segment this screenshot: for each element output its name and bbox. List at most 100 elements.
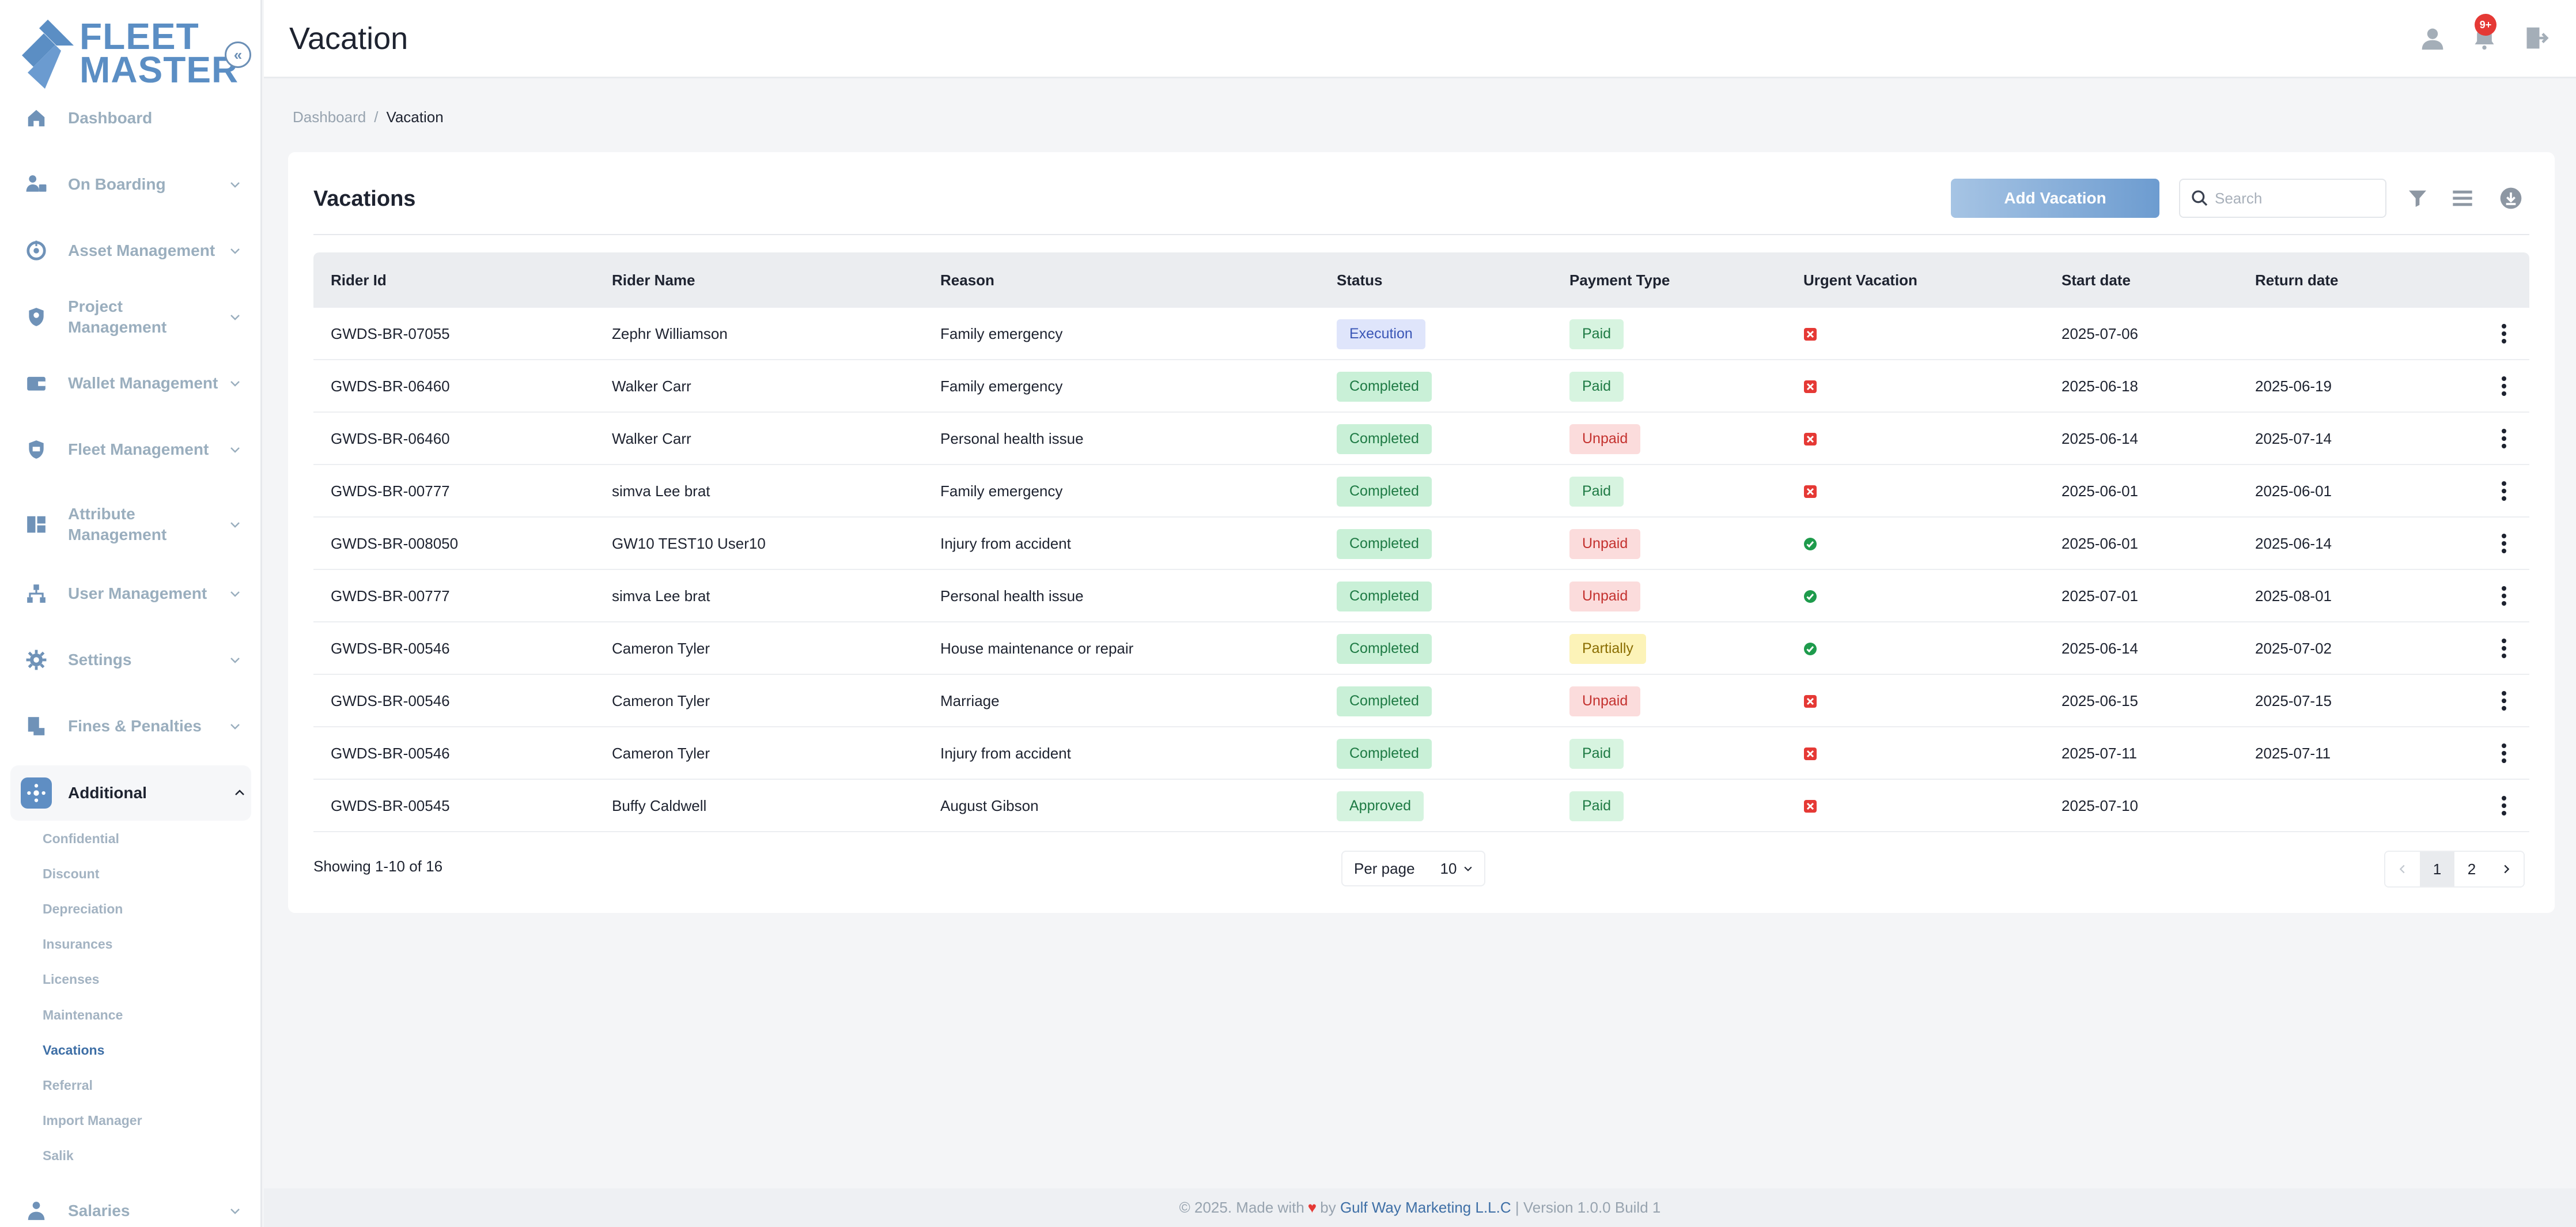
cell-reason: August Gibson [940, 797, 1039, 814]
more-vertical-icon [2502, 429, 2506, 448]
columns-button[interactable] [2449, 184, 2476, 212]
column-header-urgent-vacation[interactable]: Urgent Vacation [1803, 271, 1917, 289]
sidebar-item-project-management[interactable]: Project Management [21, 291, 247, 343]
sidebar-item-dashboard[interactable]: Dashboard [21, 92, 247, 144]
top-bar: Vacation [264, 0, 2576, 78]
page-button-1[interactable]: 1 [2420, 852, 2454, 886]
sidebar-subitem-salik[interactable]: Salik [43, 1148, 74, 1163]
payment-badge: Paid [1569, 319, 1624, 349]
row-actions-button[interactable] [2491, 425, 2517, 452]
logout-button[interactable] [2520, 22, 2552, 54]
sidebar-item-on-boarding[interactable]: On Boarding [21, 158, 247, 210]
column-header-reason[interactable]: Reason [940, 271, 994, 289]
next-page-button[interactable] [2489, 852, 2524, 886]
table-row[interactable]: GWDS-BR-00546 Cameron Tyler Injury from ac… [313, 727, 2529, 780]
breadcrumb-dashboard[interactable]: Dashboard [293, 108, 366, 126]
table-row[interactable]: GWDS-BR-00546 Cameron Tyler House maintena… [313, 622, 2529, 675]
sidebar-item-fleet-management[interactable]: Fleet Management [21, 424, 247, 475]
status-badge: Completed [1337, 528, 1432, 559]
row-actions-button[interactable] [2491, 688, 2517, 714]
heart-icon: ♥ [1307, 1199, 1317, 1216]
sidebar-item-salaries[interactable]: Salaries [21, 1185, 247, 1227]
column-header-rider-id[interactable]: Rider Id [331, 271, 387, 289]
status-badge: Completed [1337, 424, 1432, 454]
table-row[interactable]: GWDS-BR-06460 Walker Carr Family emergency… [313, 360, 2529, 413]
filter-button[interactable] [2404, 184, 2431, 212]
column-header-start-date[interactable]: Start date [2061, 271, 2131, 289]
more-vertical-icon [2502, 481, 2506, 501]
cell-urgent-vacation [1803, 465, 1817, 518]
fines-icon [21, 711, 52, 742]
sidebar-item-label: Project Management [68, 297, 167, 336]
table-body: GWDS-BR-07055 Zephr Williamson Family emer… [313, 308, 2529, 832]
cell-urgent-vacation [1803, 518, 1817, 570]
table-row[interactable]: GWDS-BR-00546 Cameron Tyler Marriage Comple… [313, 675, 2529, 727]
row-actions-button[interactable] [2491, 740, 2517, 767]
sidebar-item-settings[interactable]: Settings [21, 634, 247, 686]
logo[interactable]: FLEET MASTER [22, 17, 238, 92]
row-actions-button[interactable] [2491, 478, 2517, 504]
sidebar-collapse-button[interactable]: « [225, 41, 251, 68]
sidebar-subitem-maintenance[interactable]: Maintenance [43, 1007, 123, 1022]
row-actions-button[interactable] [2491, 792, 2517, 819]
search-input[interactable] [2215, 189, 2376, 207]
table-row[interactable]: GWDS-BR-06460 Walker Carr Personal health … [313, 413, 2529, 465]
column-header-payment-type[interactable]: Payment Type [1569, 271, 1670, 289]
sidebar-subitem-depreciation[interactable]: Depreciation [43, 901, 123, 916]
table-row[interactable]: GWDS-BR-00777 simva Lee brat Family emerge… [313, 465, 2529, 518]
row-actions-button[interactable] [2491, 530, 2517, 557]
gear-icon [21, 644, 52, 675]
add-vacation-button[interactable]: Add Vacation [1951, 179, 2159, 218]
download-button[interactable] [2497, 184, 2525, 212]
cell-start-date: 2025-07-11 [2061, 745, 2138, 762]
row-actions-button[interactable] [2491, 583, 2517, 609]
cell-start-date: 2025-07-01 [2061, 587, 2138, 605]
row-actions-button[interactable] [2491, 373, 2517, 399]
more-vertical-icon [2502, 639, 2506, 658]
cell-start-date: 2025-06-18 [2061, 377, 2138, 395]
previous-page-button[interactable] [2385, 852, 2420, 886]
column-header-return-date[interactable]: Return date [2255, 271, 2339, 289]
sidebar-item-attribute-management[interactable]: Attribute Management [21, 496, 247, 553]
status-badge: Completed [1337, 371, 1432, 402]
wallet-icon [21, 368, 52, 399]
table-row[interactable]: GWDS-BR-00777 simva Lee brat Personal heal… [313, 570, 2529, 622]
sidebar-subitem-confidential[interactable]: Confidential [43, 831, 119, 846]
sidebar-subitem-insurances[interactable]: Insurances [43, 937, 113, 952]
sidebar-subitem-referral[interactable]: Referral [43, 1078, 93, 1093]
sidebar-item-label: User Management [68, 584, 207, 602]
logo-text: FLEET MASTER [80, 18, 239, 88]
close-square-icon [1803, 327, 1817, 341]
per-page-select[interactable]: Per page 10 [1341, 851, 1485, 886]
table-row[interactable]: GWDS-BR-00545 Buffy Caldwell August Gibson… [313, 780, 2529, 832]
close-square-icon [1803, 432, 1817, 446]
sidebar-item-fines-penalties[interactable]: Fines & Penalties [21, 700, 247, 752]
sidebar-item-user-management[interactable]: User Management [21, 568, 247, 620]
profile-button[interactable] [2416, 22, 2449, 54]
row-actions-button[interactable] [2491, 320, 2517, 347]
sidebar-subitem-import-manager[interactable]: Import Manager [43, 1113, 142, 1128]
table-row[interactable]: GWDS-BR-07055 Zephr Williamson Family emer… [313, 308, 2529, 360]
column-header-rider-name[interactable]: Rider Name [612, 271, 695, 289]
table-row[interactable]: GWDS-BR-008050 GW10 TEST10 User10 Injury f… [313, 518, 2529, 570]
row-actions-button[interactable] [2491, 635, 2517, 662]
logo-mark-icon [22, 20, 74, 89]
column-header-status[interactable]: Status [1337, 271, 1383, 289]
sidebar-subitem-vacations[interactable]: Vacations [43, 1043, 105, 1058]
cell-rider-name: simva Lee brat [612, 482, 710, 500]
sidebar-item-wallet-management[interactable]: Wallet Management [21, 357, 247, 409]
close-square-icon [1803, 485, 1817, 499]
chevron-down-icon [224, 173, 247, 196]
footer-version: | Version 1.0.0 Build 1 [1515, 1199, 1661, 1216]
footer-company-link[interactable]: Gulf Way Marketing L.L.C [1340, 1199, 1511, 1216]
page-button-2[interactable]: 2 [2454, 852, 2489, 886]
more-vertical-icon [2502, 586, 2506, 606]
sidebar-item-asset-management[interactable]: Asset Management [21, 225, 247, 277]
sidebar-subitem-discount[interactable]: Discount [43, 866, 100, 881]
breadcrumb-separator: / [374, 108, 379, 126]
sidebar-subitem-licenses[interactable]: Licenses [43, 972, 100, 987]
sidebar-item-additional[interactable]: Additional [10, 765, 251, 821]
vacations-table: Rider Id Rider Name Reason Status Paymen… [313, 252, 2529, 832]
payment-badge: Unpaid [1569, 528, 1641, 559]
cell-status: Completed [1337, 727, 1432, 780]
